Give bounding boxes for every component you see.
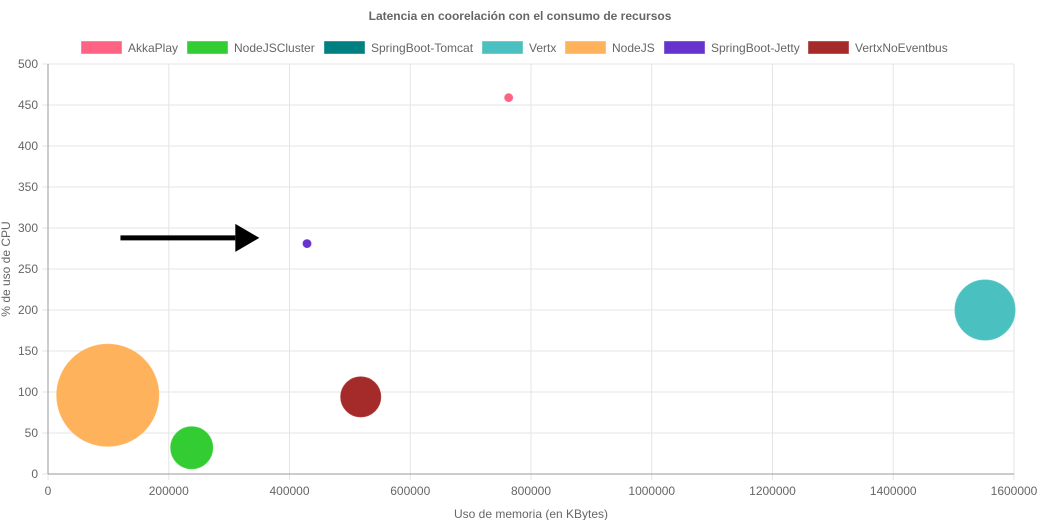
- legend-item[interactable]: NodeJS: [565, 41, 655, 55]
- x-tick-label: 1000000: [628, 484, 675, 498]
- legend-label: SpringBoot-Jetty: [711, 41, 800, 55]
- arrow-head: [235, 223, 260, 252]
- legend-swatch: [808, 41, 849, 54]
- legend-swatch: [664, 41, 705, 54]
- y-tick-label: 450: [18, 98, 38, 112]
- axes: [47, 64, 1014, 475]
- y-tick-label: 400: [18, 139, 38, 153]
- x-tick-label: 1400000: [870, 484, 917, 498]
- legend-swatch: [482, 41, 523, 54]
- legend-item[interactable]: SpringBoot-Jetty: [664, 41, 800, 55]
- y-tick-label: 200: [18, 303, 38, 317]
- y-tick-labels: 0 50 100 150 200 250 300 350 400 450 500: [18, 57, 38, 481]
- x-tick-label: 0: [45, 484, 52, 498]
- legend[interactable]: AkkaPlay NodeJSCluster SpringBoot-Tomcat Ve…: [81, 41, 948, 55]
- y-tick-label: 250: [18, 262, 38, 276]
- x-tick-labels: 0 200000 400000 600000 800000 1000000 1200000 1…: [45, 484, 1038, 498]
- legend-label: VertxNoEventbus: [855, 41, 948, 55]
- legend-item[interactable]: AkkaPlay: [81, 41, 179, 55]
- y-axis-title: % de uso de CPU: [0, 221, 13, 316]
- bubbles: [56, 93, 1016, 470]
- legend-swatch: [565, 41, 606, 54]
- arrow-annotation: [120, 223, 260, 252]
- chart-title: Latencia en coorelación con el consumo d…: [369, 9, 672, 23]
- y-tick-label: 150: [18, 344, 38, 358]
- bubble-springboot-jetty: [302, 239, 312, 249]
- x-tick-label: 1600000: [991, 484, 1038, 498]
- x-tick-label: 200000: [149, 484, 189, 498]
- bubble-akkaplay: [504, 93, 514, 103]
- y-tick-label: 300: [18, 221, 38, 235]
- bubble-vertxnoeventbus: [340, 376, 382, 418]
- legend-label: NodeJS: [612, 41, 655, 55]
- bubble-nodejscluster: [170, 426, 214, 470]
- y-tick-label: 500: [18, 57, 38, 71]
- x-tick-label: 1200000: [749, 484, 796, 498]
- legend-item[interactable]: NodeJSCluster: [187, 41, 315, 55]
- bubble-nodejs: [56, 343, 160, 447]
- y-tick-label: 100: [18, 385, 38, 399]
- x-tick-label: 400000: [269, 484, 309, 498]
- x-tick-label: 800000: [511, 484, 551, 498]
- y-tick-label: 50: [25, 426, 39, 440]
- legend-item[interactable]: SpringBoot-Tomcat: [324, 41, 474, 55]
- legend-swatch: [187, 41, 228, 54]
- legend-swatch: [324, 41, 365, 54]
- legend-label: SpringBoot-Tomcat: [371, 41, 474, 55]
- x-tick-label: 600000: [390, 484, 430, 498]
- bubble-vertx: [954, 279, 1016, 341]
- y-tick-label: 350: [18, 180, 38, 194]
- legend-label: NodeJSCluster: [234, 41, 315, 55]
- legend-item[interactable]: Vertx: [482, 41, 557, 55]
- y-tick-label: 0: [31, 467, 38, 481]
- grid: [42, 63, 1015, 480]
- legend-label: Vertx: [529, 41, 556, 55]
- legend-swatch: [81, 41, 122, 54]
- legend-item[interactable]: VertxNoEventbus: [808, 41, 948, 55]
- x-axis-title: Uso de memoria (en KBytes): [454, 507, 608, 520]
- legend-label: AkkaPlay: [128, 41, 178, 55]
